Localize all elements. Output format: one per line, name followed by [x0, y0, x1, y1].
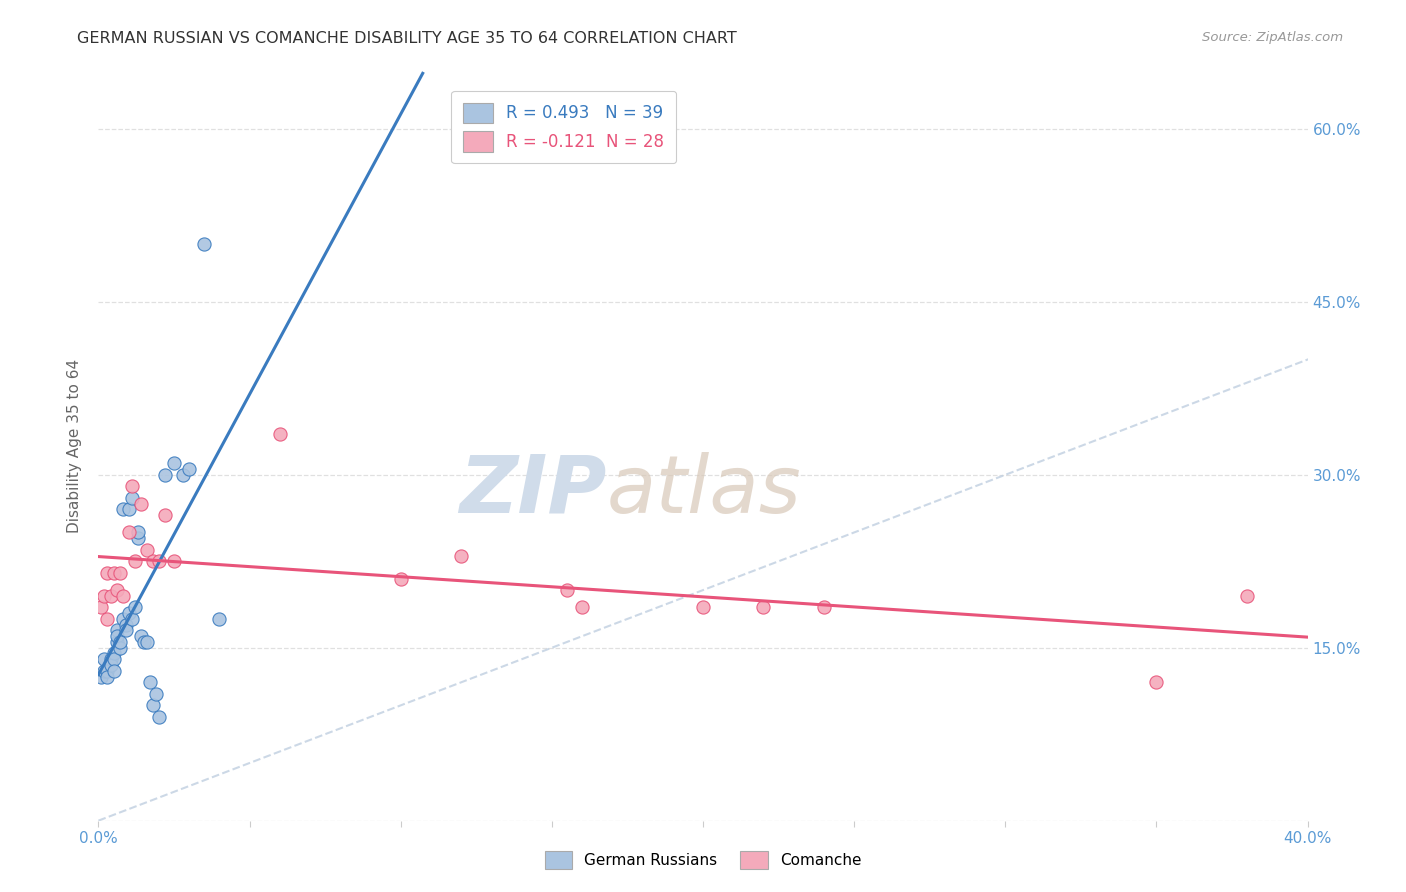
- Point: [813, 600, 835, 615]
- Point: [1236, 589, 1258, 603]
- Point: [163, 456, 186, 470]
- Legend: R = 0.493   N = 39, R = -0.121  N = 28: R = 0.493 N = 39, R = -0.121 N = 28: [451, 91, 676, 163]
- Point: [90, 600, 112, 615]
- Y-axis label: Disability Age 35 to 64: Disability Age 35 to 64: [67, 359, 83, 533]
- Point: [100, 658, 122, 673]
- Point: [93, 652, 115, 666]
- Point: [105, 629, 128, 643]
- Point: [100, 652, 122, 666]
- Point: [269, 427, 291, 442]
- Point: [121, 612, 143, 626]
- Point: [118, 606, 141, 620]
- Point: [100, 589, 122, 603]
- Point: [96, 669, 118, 683]
- Point: [93, 664, 115, 678]
- Point: [93, 589, 115, 603]
- Point: [114, 617, 136, 632]
- Text: GERMAN RUSSIAN VS COMANCHE DISABILITY AGE 35 TO 64 CORRELATION CHART: GERMAN RUSSIAN VS COMANCHE DISABILITY AG…: [77, 31, 737, 46]
- Point: [135, 635, 157, 649]
- Point: [179, 462, 201, 476]
- Legend: German Russians, Comanche: German Russians, Comanche: [538, 845, 868, 875]
- Point: [752, 600, 775, 615]
- Point: [139, 675, 162, 690]
- Text: ZIP: ZIP: [458, 452, 606, 530]
- Point: [118, 525, 141, 540]
- Point: [105, 583, 128, 598]
- Point: [129, 629, 152, 643]
- Point: [193, 237, 215, 252]
- Point: [172, 467, 194, 482]
- Point: [118, 502, 141, 516]
- Point: [132, 635, 155, 649]
- Text: atlas: atlas: [606, 452, 801, 530]
- Point: [108, 635, 131, 649]
- Point: [108, 566, 131, 580]
- Point: [111, 589, 134, 603]
- Point: [450, 549, 472, 563]
- Point: [571, 600, 593, 615]
- Point: [555, 583, 578, 598]
- Point: [692, 600, 714, 615]
- Point: [111, 502, 134, 516]
- Point: [111, 612, 134, 626]
- Point: [163, 554, 186, 568]
- Point: [105, 624, 128, 638]
- Point: [145, 687, 167, 701]
- Point: [129, 497, 152, 511]
- Point: [96, 664, 118, 678]
- Point: [96, 612, 118, 626]
- Point: [153, 467, 176, 482]
- Point: [103, 652, 125, 666]
- Point: [127, 525, 149, 540]
- Point: [148, 710, 170, 724]
- Point: [121, 491, 143, 505]
- Point: [124, 554, 146, 568]
- Point: [127, 531, 149, 545]
- Point: [103, 664, 125, 678]
- Point: [90, 669, 112, 683]
- Point: [96, 566, 118, 580]
- Point: [142, 554, 165, 568]
- Point: [142, 698, 165, 713]
- Point: [103, 647, 125, 661]
- Point: [105, 635, 128, 649]
- Point: [124, 600, 146, 615]
- Point: [389, 572, 412, 586]
- Point: [135, 542, 157, 557]
- Point: [103, 566, 125, 580]
- Point: [1144, 675, 1167, 690]
- Point: [114, 624, 136, 638]
- Point: [148, 554, 170, 568]
- Point: [208, 612, 231, 626]
- Text: Source: ZipAtlas.com: Source: ZipAtlas.com: [1202, 31, 1343, 45]
- Point: [121, 479, 143, 493]
- Point: [108, 640, 131, 655]
- Point: [153, 508, 176, 523]
